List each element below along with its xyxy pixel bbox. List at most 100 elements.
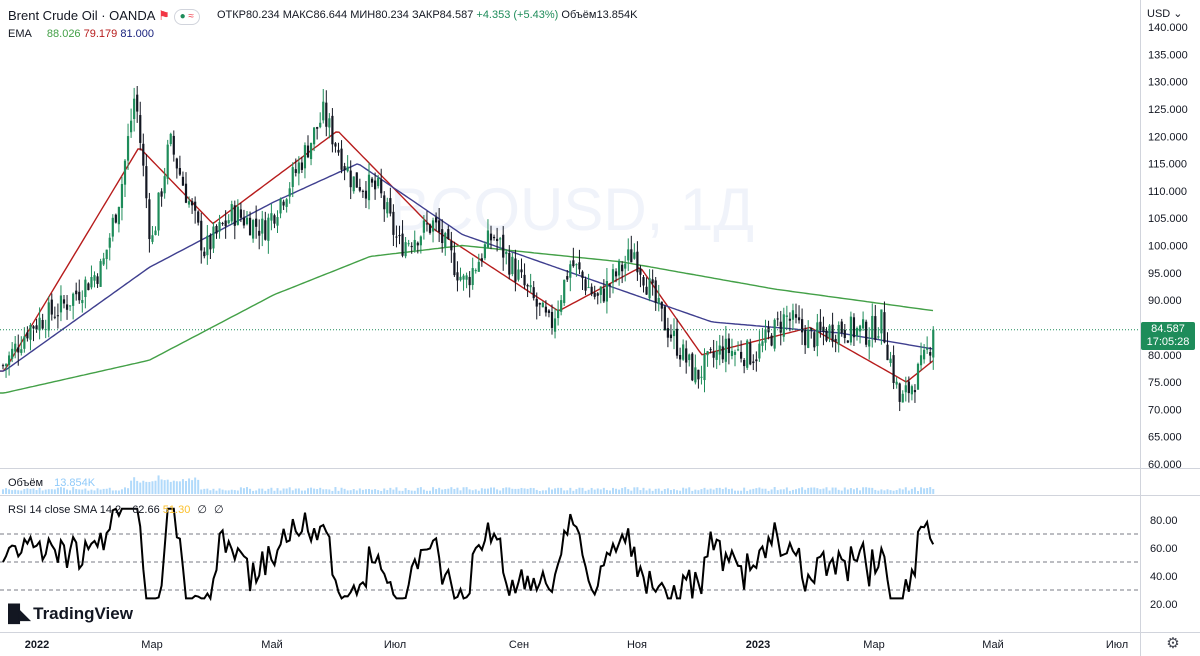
- volume-bar: [581, 487, 584, 494]
- candle-body: [471, 268, 474, 286]
- candle-body: [53, 316, 56, 318]
- volume-bar: [343, 488, 346, 494]
- volume-bar: [346, 490, 349, 494]
- candle-body: [306, 145, 310, 158]
- volume-bar: [630, 490, 633, 494]
- chevron-down-icon: ⌄: [1173, 8, 1183, 20]
- volume-label: Объём: [561, 9, 597, 21]
- time-tick-label: 2023: [746, 639, 770, 651]
- candle-body: [602, 288, 605, 302]
- candle-body: [389, 198, 392, 214]
- candle-body: [880, 309, 883, 334]
- volume-bar: [569, 487, 572, 494]
- candle-body: [288, 188, 291, 197]
- price-tick-label: 120.000: [1148, 131, 1188, 143]
- candle-body: [932, 329, 935, 358]
- candle-body: [489, 233, 493, 241]
- volume-bar: [29, 488, 32, 494]
- candle-body: [929, 352, 932, 356]
- flag-icon[interactable]: ⚑: [158, 8, 170, 23]
- volume-bar: [368, 488, 370, 494]
- volume-bar: [523, 488, 526, 494]
- volume-bar: [721, 489, 724, 494]
- volume-bar: [913, 487, 916, 494]
- volume-legend[interactable]: Объём 13.854K: [8, 477, 95, 489]
- indicator-toggle[interactable]: ● ≈: [173, 8, 200, 25]
- candle-body: [840, 321, 843, 333]
- rsi-axis[interactable]: 80.00 60.00 40.00 20.00: [1150, 515, 1178, 611]
- volume-bar: [804, 489, 807, 494]
- price-tick-label: 70.000: [1148, 404, 1182, 416]
- candle-body: [96, 276, 99, 284]
- candle-body: [679, 355, 682, 360]
- candle-body: [197, 211, 200, 223]
- volume-bar: [47, 489, 50, 494]
- volume-bar: [233, 490, 236, 494]
- candle-body: [163, 176, 166, 194]
- volume-bar: [673, 489, 675, 494]
- candle-body: [23, 336, 26, 349]
- price-axis[interactable]: 140.000 135.000 130.000 125.000 120.000 115.0…: [1148, 22, 1188, 471]
- volume-bar: [880, 489, 883, 494]
- volume-bar: [776, 490, 779, 494]
- candle-body: [669, 334, 673, 339]
- volume-bar: [429, 490, 431, 494]
- gear-icon[interactable]: ⚙: [1166, 635, 1180, 652]
- volume-bar: [602, 487, 605, 494]
- volume-bar: [761, 488, 764, 494]
- candle-body: [175, 158, 178, 169]
- rsi-legend[interactable]: RSI 14 close SMA 14 2 62.66 51.30 ∅ ∅: [8, 503, 224, 516]
- candle-body: [395, 236, 398, 238]
- brand-name: TradingView: [33, 604, 133, 623]
- candle-body: [868, 340, 871, 347]
- candle-body: [187, 201, 191, 205]
- volume-bar: [499, 490, 502, 494]
- volume-bar: [849, 488, 852, 494]
- volume-bar: [624, 487, 627, 494]
- price-tick-label: 100.000: [1148, 241, 1188, 253]
- volume-bar: [773, 487, 776, 494]
- candle-body: [721, 346, 724, 360]
- volume-bar: [798, 488, 801, 494]
- volume-bar: [874, 489, 877, 494]
- candle-body: [770, 335, 773, 346]
- candle-body: [740, 351, 743, 359]
- volume-bar: [392, 489, 395, 494]
- candle-body: [633, 252, 636, 259]
- volume-bar: [590, 487, 593, 494]
- volume-bar: [819, 489, 822, 494]
- rsi-extra-1: ∅: [197, 504, 207, 516]
- candle-body: [892, 355, 895, 383]
- candle-body: [492, 236, 496, 239]
- volume-bar: [770, 489, 773, 494]
- candle-body: [316, 127, 319, 129]
- volume-bar: [917, 490, 919, 494]
- volume-bar: [319, 487, 322, 494]
- volume-bar: [215, 490, 218, 494]
- volume-bar: [895, 490, 898, 494]
- symbol-name[interactable]: Brent Crude Oil · OANDA: [8, 8, 155, 23]
- volume-bar: [435, 489, 438, 494]
- tradingview-logo[interactable]: █◣ TradingView: [8, 604, 133, 624]
- volume-bars: [2, 475, 935, 494]
- currency-selector[interactable]: USD ⌄: [1147, 7, 1183, 20]
- candle-body: [672, 330, 676, 337]
- candle-body: [663, 306, 666, 331]
- volume-bar: [871, 487, 874, 494]
- candle-body: [605, 281, 608, 302]
- candle-body: [93, 275, 96, 281]
- candle-body: [758, 343, 761, 359]
- price-tick-label: 75.000: [1148, 377, 1182, 389]
- volume-bar: [303, 490, 306, 494]
- symbol-title[interactable]: Brent Crude Oil · OANDA ⚑ ● ≈: [8, 8, 200, 25]
- candle-body: [465, 275, 468, 280]
- volume-bar: [749, 489, 752, 494]
- candle-body: [877, 336, 880, 338]
- volume-bar: [127, 488, 130, 494]
- time-axis[interactable]: 2022 Мар Май Июл Сен Ноя 2023 Мар Май Июл: [25, 639, 1128, 651]
- candle-body: [166, 144, 169, 179]
- ema-legend[interactable]: EMA 88.026 79.179 81.000: [8, 28, 154, 40]
- volume-bar: [239, 487, 242, 494]
- volume-bar: [846, 489, 849, 494]
